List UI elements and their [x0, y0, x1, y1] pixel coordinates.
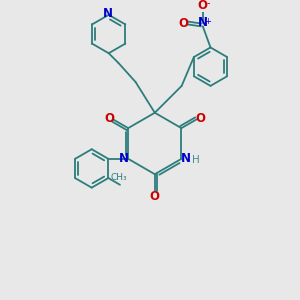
Text: N: N	[198, 16, 208, 29]
Text: N: N	[118, 152, 128, 165]
Text: O: O	[150, 190, 160, 203]
Text: -: -	[207, 0, 210, 8]
Text: N: N	[103, 8, 113, 20]
Text: O: O	[195, 112, 205, 125]
Text: CH₃: CH₃	[111, 173, 127, 182]
Text: O: O	[178, 17, 189, 30]
Text: N: N	[181, 152, 191, 165]
Text: O: O	[104, 112, 114, 125]
Text: +: +	[204, 17, 211, 26]
Text: O: O	[198, 0, 208, 12]
Text: H: H	[192, 155, 200, 165]
